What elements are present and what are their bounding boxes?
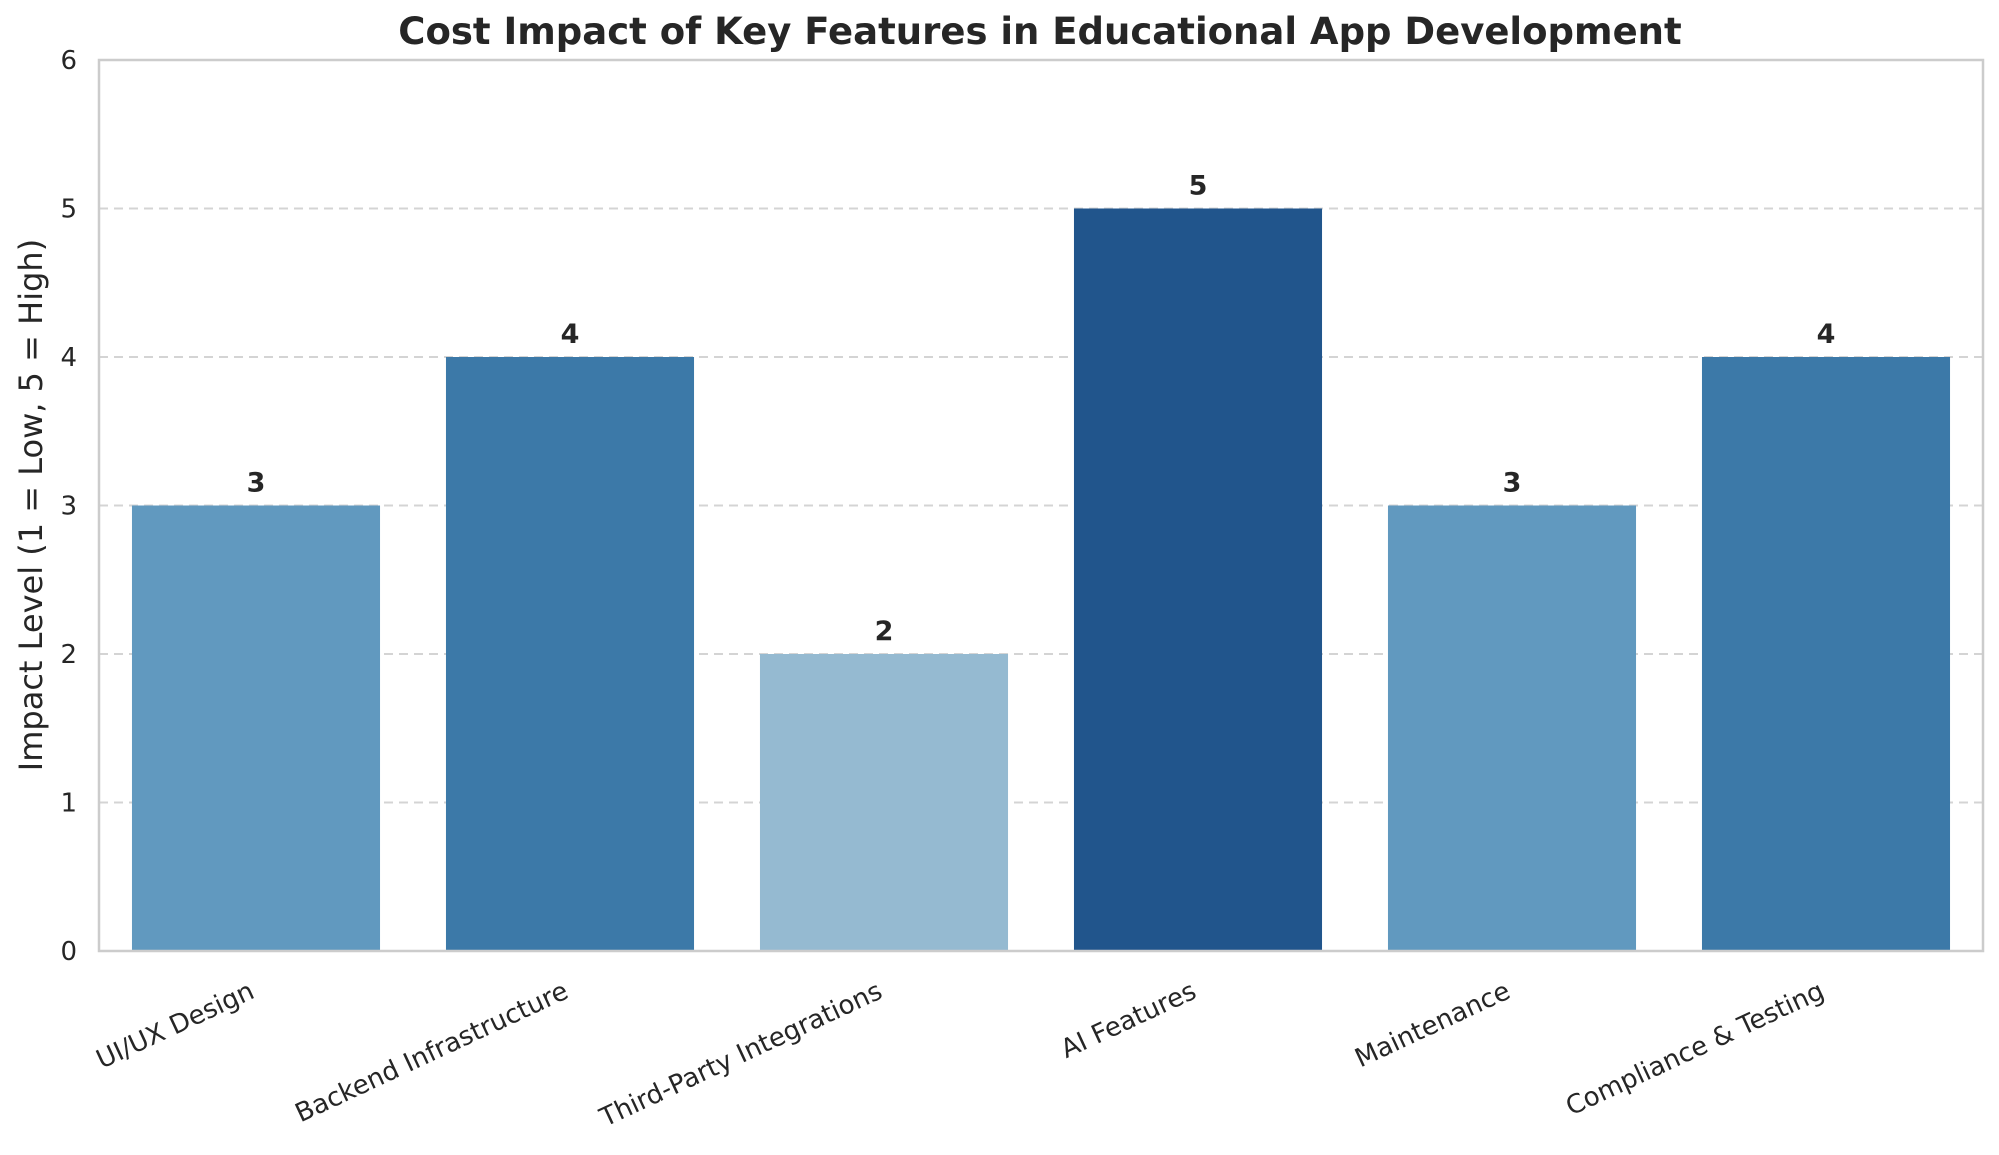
bar: [759, 654, 1009, 951]
x-tick-label: AI Features: [1056, 976, 1201, 1065]
y-tick-label: 3: [60, 492, 77, 522]
y-tick-label: 4: [60, 343, 77, 373]
gridlines: [99, 207, 1983, 804]
bar-value-label: 2: [875, 616, 894, 647]
bar: [1387, 505, 1637, 951]
y-tick-label: 5: [60, 195, 77, 225]
y-axis-label: Impact Level (1 = Low, 5 = High): [12, 239, 50, 771]
x-tick-label: UI/UX Design: [92, 976, 259, 1075]
bar: [1701, 357, 1951, 951]
bar-value-label: 5: [1189, 171, 1208, 202]
data-labels: 3 4 2 5 3 4: [247, 171, 1836, 648]
y-tick-label: 1: [60, 789, 77, 819]
x-tick-label: Third-Party Integrations: [595, 976, 887, 1134]
bar: [1073, 208, 1323, 951]
chart-title: Cost Impact of Key Features in Education…: [398, 10, 1681, 53]
plot-frame: [97, 58, 1985, 953]
bar-value-label: 3: [247, 468, 266, 499]
x-ticks: UI/UX Design Backend Infrastructure Third-…: [92, 976, 1829, 1134]
x-tick-label: Maintenance: [1351, 976, 1515, 1074]
x-tick-label: Backend Infrastructure: [291, 976, 573, 1129]
y-tick-label: 2: [60, 640, 77, 670]
bar: [445, 357, 695, 951]
y-tick-label: 0: [60, 937, 77, 967]
y-ticks: 0 1 2 3 4 5 6: [60, 46, 77, 967]
bar-value-label: 4: [561, 319, 580, 350]
bar-value-label: 4: [1817, 319, 1836, 350]
bars: [131, 208, 1951, 951]
bar: [131, 505, 381, 951]
y-tick-label: 6: [60, 46, 77, 76]
x-tick-label: Compliance & Testing: [1561, 976, 1829, 1122]
bar-value-label: 3: [1503, 468, 1522, 499]
